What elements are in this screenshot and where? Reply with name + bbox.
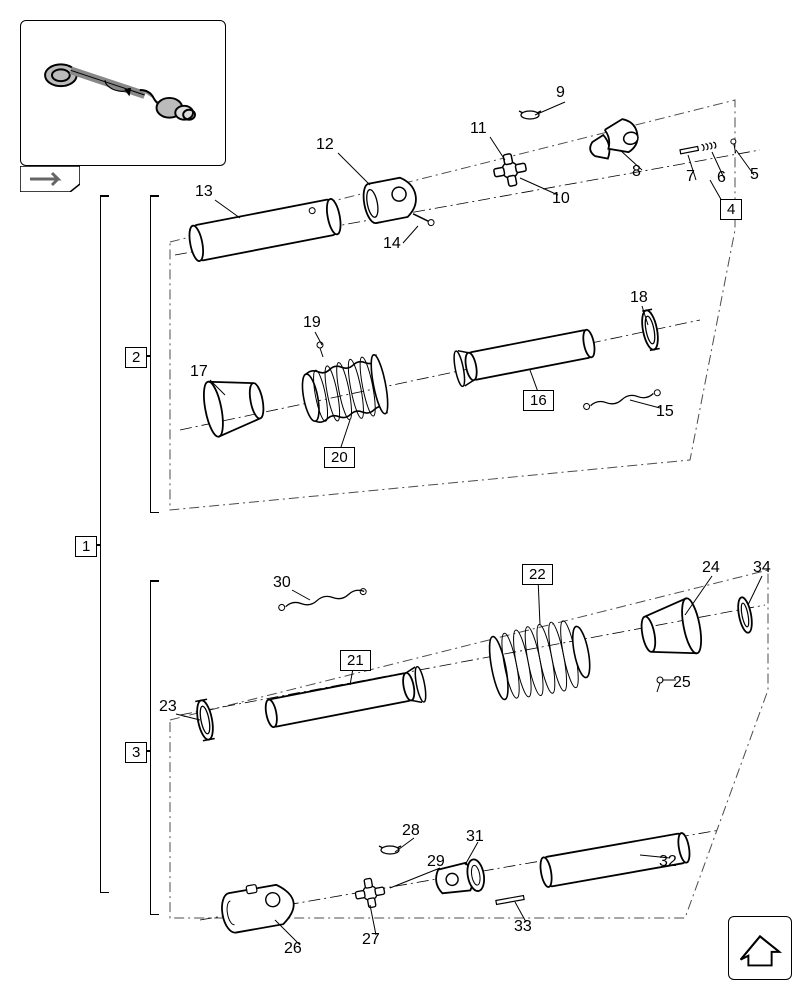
exploded-diagram (0, 0, 812, 1000)
callout-10: 10 (552, 190, 570, 208)
callout-4: 4 (720, 199, 742, 220)
callout-11: 11 (470, 120, 487, 138)
callout-26: 26 (284, 940, 302, 958)
callout-22: 22 (522, 564, 553, 585)
callout-32: 32 (659, 853, 677, 871)
callout-29: 29 (427, 853, 445, 871)
page-root: 1 2 3 4 5 6 7 8 9 10 11 12 13 14 15 16 1… (0, 0, 812, 1000)
callout-34: 34 (753, 559, 771, 577)
callout-20: 20 (324, 447, 355, 468)
callout-3: 3 (125, 742, 147, 763)
callout-17: 17 (190, 363, 208, 381)
callout-2: 2 (125, 347, 147, 368)
callout-1: 1 (75, 536, 97, 557)
callout-27: 27 (362, 931, 380, 949)
callout-12: 12 (316, 136, 334, 154)
callout-16: 16 (523, 390, 554, 411)
callout-7: 7 (686, 168, 695, 186)
callout-24: 24 (702, 559, 720, 577)
callout-5: 5 (750, 166, 759, 184)
callout-31: 31 (466, 828, 484, 846)
callout-23: 23 (159, 698, 177, 716)
callout-28: 28 (402, 822, 420, 840)
callout-21: 21 (340, 650, 371, 671)
callout-9: 9 (556, 84, 565, 102)
callout-19: 19 (303, 314, 321, 332)
callout-14: 14 (383, 235, 401, 253)
callout-18: 18 (630, 289, 648, 307)
callout-33: 33 (514, 918, 532, 936)
callout-6: 6 (717, 169, 726, 187)
callout-8: 8 (632, 163, 641, 181)
callout-15: 15 (656, 403, 674, 421)
callout-25: 25 (673, 674, 691, 692)
next-page-icon (728, 916, 792, 980)
callout-13: 13 (195, 183, 213, 201)
callout-30: 30 (273, 574, 291, 592)
